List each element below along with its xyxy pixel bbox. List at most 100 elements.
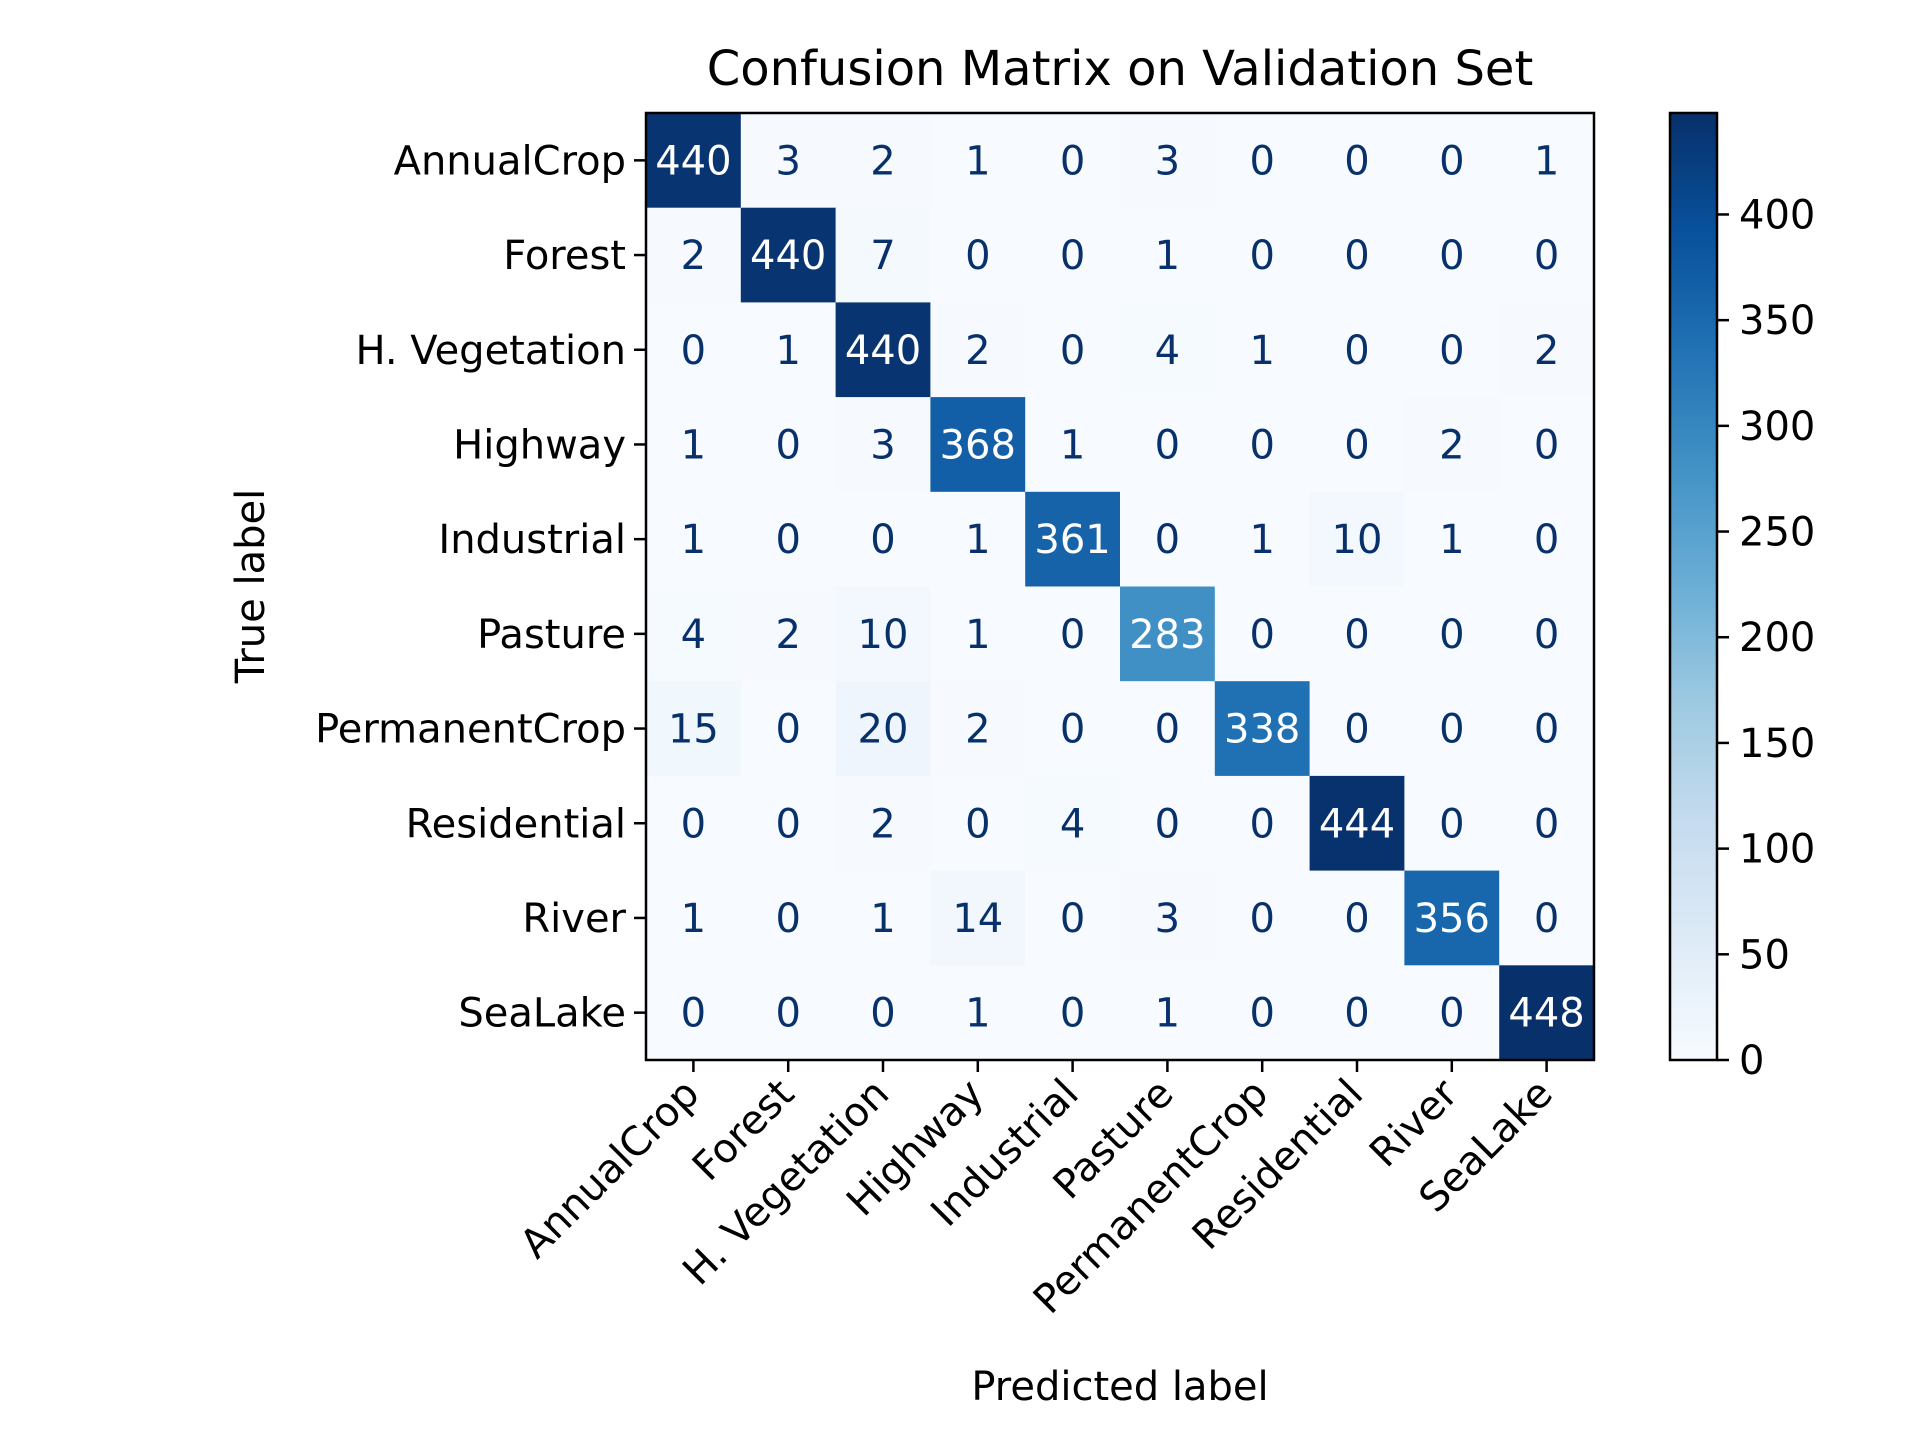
heatmap-cell bbox=[1025, 491, 1121, 587]
heatmap-cell bbox=[1499, 965, 1595, 1061]
y-axis-label: True label bbox=[228, 489, 274, 684]
heatmap-cell bbox=[1309, 302, 1405, 398]
heatmap-cell bbox=[1025, 207, 1121, 303]
cell-value-label: 2 bbox=[965, 707, 990, 753]
y-tick-label: AnnualCrop bbox=[394, 138, 626, 184]
cell-value-label: 0 bbox=[1439, 707, 1464, 753]
heatmap-cell bbox=[1309, 491, 1405, 587]
cell-value-label: 0 bbox=[1060, 991, 1085, 1037]
cell-value-label: 2 bbox=[870, 801, 895, 847]
heatmap-cell bbox=[930, 965, 1026, 1061]
heatmap-cell bbox=[1120, 965, 1216, 1061]
heatmap-cell bbox=[1214, 302, 1311, 398]
cell-value-label: 14 bbox=[952, 896, 1003, 942]
heatmap-cell bbox=[930, 586, 1026, 682]
heatmap-cell bbox=[1499, 491, 1595, 587]
y-tick-label: Industrial bbox=[438, 517, 626, 563]
heatmap-cell bbox=[1025, 681, 1121, 777]
cell-value-label: 2 bbox=[1534, 328, 1559, 374]
chart-title: Confusion Matrix on Validation Set bbox=[707, 41, 1534, 97]
cell-value-label: 3 bbox=[775, 138, 800, 184]
heatmap-cell bbox=[1499, 207, 1595, 303]
cell-value-label: 1 bbox=[1155, 233, 1180, 279]
cell-value-label: 0 bbox=[1060, 612, 1085, 658]
cell-value-label: 0 bbox=[1060, 896, 1085, 942]
heatmap-cell bbox=[740, 775, 837, 872]
cell-value-label: 1 bbox=[1249, 328, 1274, 374]
heatmap-cell bbox=[1499, 586, 1595, 682]
cell-value-label: 440 bbox=[655, 138, 731, 184]
cell-value-label: 1 bbox=[1534, 138, 1559, 184]
heatmap-cell bbox=[1120, 302, 1216, 398]
heatmap-cell bbox=[1309, 965, 1405, 1061]
heatmap-cell bbox=[1309, 207, 1405, 303]
cell-value-label: 0 bbox=[681, 991, 706, 1037]
heatmap-cell bbox=[1404, 681, 1500, 777]
heatmap-cell bbox=[1309, 681, 1405, 777]
cell-value-label: 3 bbox=[870, 422, 895, 468]
heatmap-cell bbox=[835, 681, 931, 777]
cell-value-label: 0 bbox=[775, 991, 800, 1037]
heatmap-cell bbox=[646, 775, 742, 872]
heatmap-cell bbox=[740, 491, 837, 587]
heatmap-cell bbox=[1214, 207, 1311, 303]
heatmap-cell bbox=[1214, 113, 1311, 209]
colorbar-ticks: 0 50 100 150 200 250 300 350 400 bbox=[1717, 192, 1815, 1084]
cell-value-label: 1 bbox=[1249, 517, 1274, 563]
cell-value-label: 1 bbox=[965, 991, 990, 1037]
colorbar-tick-label: 300 bbox=[1739, 404, 1815, 450]
cell-value-label: 4 bbox=[1060, 801, 1085, 847]
cell-value-label: 0 bbox=[1060, 233, 1085, 279]
heatmap-cell bbox=[835, 491, 931, 587]
cell-value-label: 0 bbox=[1155, 707, 1180, 753]
cell-value-label: 0 bbox=[681, 801, 706, 847]
cell-value-label: 1 bbox=[1439, 517, 1464, 563]
heatmap-cell bbox=[1404, 113, 1500, 209]
cell-value-label: 2 bbox=[870, 138, 895, 184]
x-tick-label: AnnualCrop bbox=[512, 1071, 709, 1268]
colorbar-tick-label: 150 bbox=[1739, 721, 1815, 767]
heatmap-cell bbox=[740, 113, 837, 209]
colorbar-tick-label: 400 bbox=[1739, 192, 1815, 238]
heatmap-cell bbox=[646, 586, 742, 682]
cell-value-label: 0 bbox=[1249, 801, 1274, 847]
colorbar bbox=[1668, 111, 1719, 1062]
cell-value-label: 1 bbox=[965, 517, 990, 563]
cell-value-label: 1 bbox=[965, 612, 990, 658]
heatmap-cell bbox=[1214, 965, 1311, 1061]
cell-value-label: 444 bbox=[1319, 801, 1395, 847]
cell-value-label: 4 bbox=[1155, 328, 1180, 374]
cell-value-label: 10 bbox=[1332, 517, 1383, 563]
heatmap-cell bbox=[1404, 207, 1500, 303]
colorbar-tick-label: 350 bbox=[1739, 298, 1815, 344]
cell-value-label: 0 bbox=[1249, 612, 1274, 658]
cell-value-label: 0 bbox=[1534, 707, 1559, 753]
heatmap-cell bbox=[1025, 965, 1121, 1061]
cell-value-label: 0 bbox=[1439, 138, 1464, 184]
heatmap-cell bbox=[1025, 113, 1121, 209]
cell-value-label: 0 bbox=[775, 422, 800, 468]
heatmap-cell bbox=[930, 113, 1026, 209]
cell-value-label: 2 bbox=[775, 612, 800, 658]
colorbar-tick-label: 200 bbox=[1739, 615, 1815, 661]
heatmap-cell bbox=[835, 775, 931, 872]
cell-value-label: 0 bbox=[965, 801, 990, 847]
cell-value-label: 0 bbox=[1060, 138, 1085, 184]
cell-value-label: 283 bbox=[1129, 612, 1205, 658]
heatmap-cell bbox=[1120, 681, 1216, 777]
heatmap-cell bbox=[835, 113, 931, 209]
heatmap-cell bbox=[1025, 870, 1121, 966]
heatmap-cell bbox=[1025, 586, 1121, 682]
heatmap-cell bbox=[646, 870, 742, 966]
cell-value-label: 15 bbox=[668, 707, 719, 753]
heatmap-cell bbox=[1404, 302, 1500, 398]
cell-value-label: 20 bbox=[858, 707, 909, 753]
heatmap-cell bbox=[1499, 113, 1595, 209]
cell-value-label: 4 bbox=[681, 612, 706, 658]
cell-value-label: 2 bbox=[681, 233, 706, 279]
heatmap-cell bbox=[1499, 397, 1595, 493]
cell-value-label: 356 bbox=[1414, 896, 1490, 942]
heatmap-cell bbox=[1499, 681, 1595, 777]
